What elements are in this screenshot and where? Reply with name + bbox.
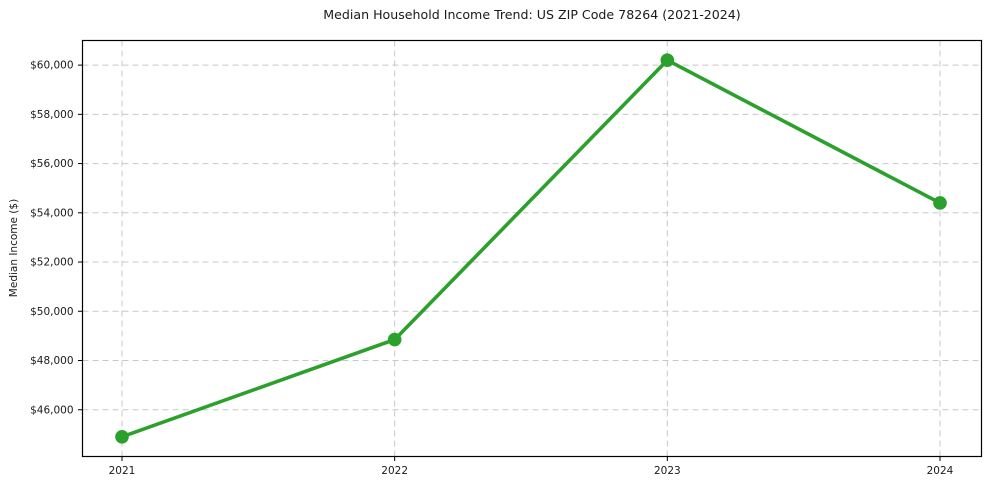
chart-title: Median Household Income Trend: US ZIP Co…: [323, 7, 741, 22]
y-tick-label: $60,000: [30, 60, 73, 72]
y-tick-label: $58,000: [30, 109, 73, 121]
y-tick-label: $48,000: [30, 355, 73, 367]
y-tick-label: $56,000: [30, 158, 73, 170]
data-point-2023: [660, 53, 675, 67]
x-tick-label: 2022: [381, 465, 408, 477]
data-point-2022: [387, 332, 402, 347]
y-tick-label: $46,000: [30, 404, 73, 416]
y-tick-label: $54,000: [30, 207, 73, 219]
x-tick-label: 2024: [927, 465, 954, 477]
plot-border: [81, 39, 983, 458]
y-tick-label: $52,000: [30, 257, 73, 269]
data-point-2024: [933, 196, 947, 210]
income-trend-line: [120, 58, 942, 439]
x-tick-label: 2021: [109, 465, 136, 477]
data-point-2021: [115, 430, 129, 444]
x-tick-label: 2023: [654, 465, 681, 477]
y-tick-label: $50,000: [30, 306, 73, 318]
